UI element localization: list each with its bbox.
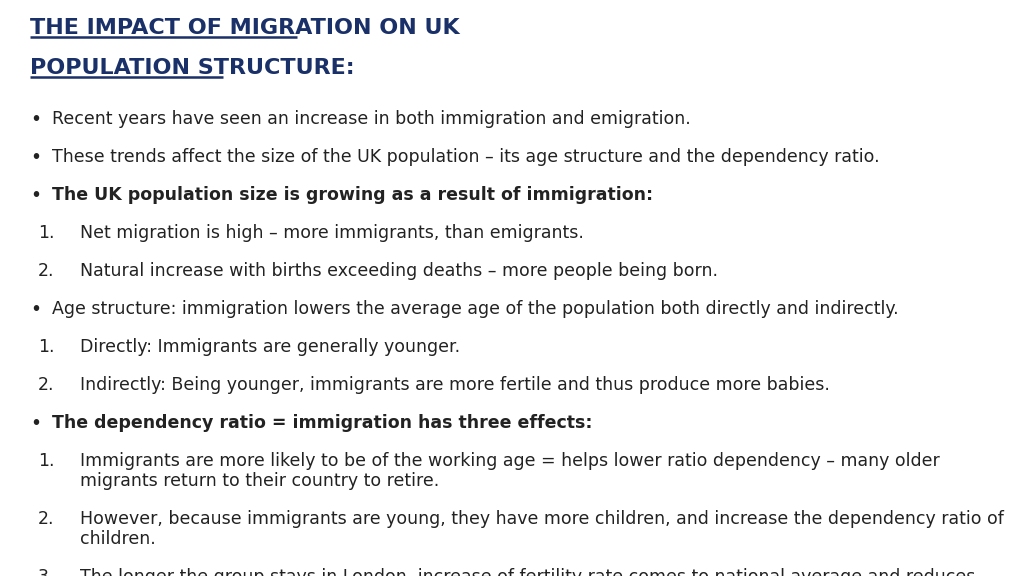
Text: However, because immigrants are young, they have more children, and increase the: However, because immigrants are young, t… — [80, 510, 1004, 528]
Text: 2.: 2. — [38, 262, 54, 280]
Text: The UK population size is growing as a result of immigration:: The UK population size is growing as a r… — [52, 186, 653, 204]
Text: migrants return to their country to retire.: migrants return to their country to reti… — [80, 472, 439, 490]
Text: •: • — [30, 186, 41, 205]
Text: Indirectly: Being younger, immigrants are more fertile and thus produce more bab: Indirectly: Being younger, immigrants ar… — [80, 376, 829, 394]
Text: POPULATION STRUCTURE:: POPULATION STRUCTURE: — [30, 58, 354, 78]
Text: Age structure: immigration lowers the average age of the population both directl: Age structure: immigration lowers the av… — [52, 300, 899, 318]
Text: Directly: Immigrants are generally younger.: Directly: Immigrants are generally young… — [80, 338, 460, 356]
Text: •: • — [30, 300, 41, 319]
Text: 1.: 1. — [38, 338, 54, 356]
Text: Immigrants are more likely to be of the working age = helps lower ratio dependen: Immigrants are more likely to be of the … — [80, 452, 940, 470]
Text: Natural increase with births exceeding deaths – more people being born.: Natural increase with births exceeding d… — [80, 262, 718, 280]
Text: THE IMPACT OF MIGRATION ON UK: THE IMPACT OF MIGRATION ON UK — [30, 18, 460, 38]
Text: 2.: 2. — [38, 376, 54, 394]
Text: 2.: 2. — [38, 510, 54, 528]
Text: These trends affect the size of the UK population – its age structure and the de: These trends affect the size of the UK p… — [52, 148, 880, 166]
Text: children.: children. — [80, 530, 156, 548]
Text: The longer the group stays in London, increase of fertility rate comes to nation: The longer the group stays in London, in… — [80, 568, 976, 576]
Text: Recent years have seen an increase in both immigration and emigration.: Recent years have seen an increase in bo… — [52, 110, 691, 128]
Text: Net migration is high – more immigrants, than emigrants.: Net migration is high – more immigrants,… — [80, 224, 584, 242]
Text: •: • — [30, 110, 41, 129]
Text: 3.: 3. — [38, 568, 54, 576]
Text: 1.: 1. — [38, 452, 54, 470]
Text: 1.: 1. — [38, 224, 54, 242]
Text: •: • — [30, 148, 41, 167]
Text: •: • — [30, 414, 41, 433]
Text: The dependency ratio = immigration has three effects:: The dependency ratio = immigration has t… — [52, 414, 593, 432]
